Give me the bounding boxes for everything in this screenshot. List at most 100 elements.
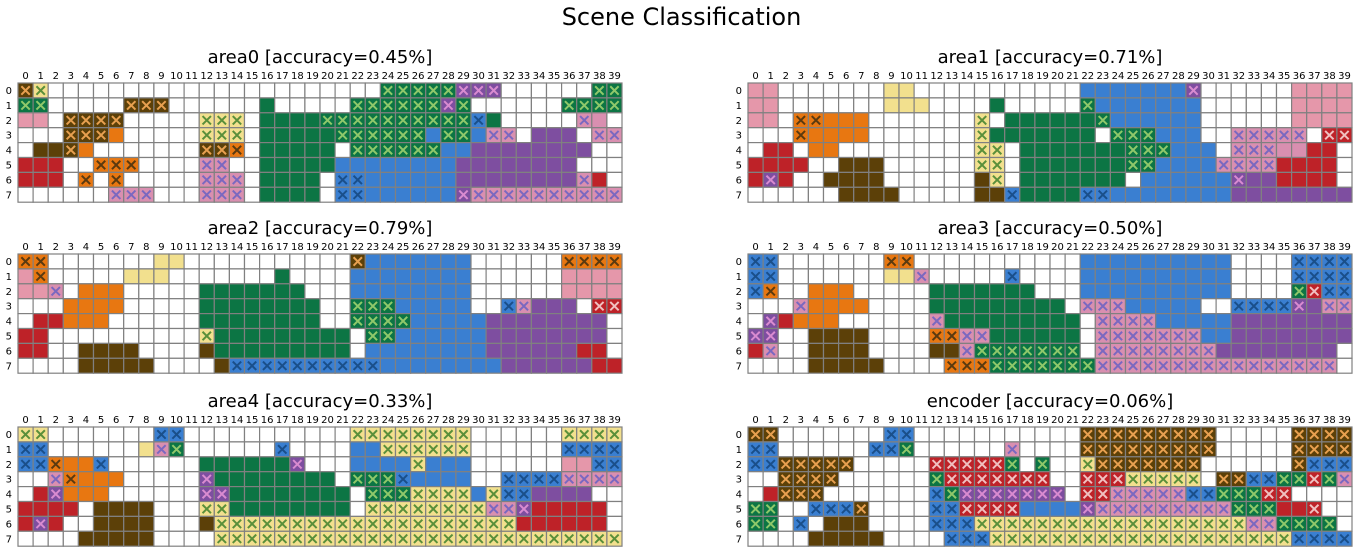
heatmap-cell (777, 342, 794, 359)
heatmap-cell (973, 268, 991, 285)
x-marker (277, 518, 288, 529)
heatmap-cell (364, 283, 381, 300)
heatmap-cell (792, 82, 809, 99)
heatmap-cell (213, 253, 231, 270)
heatmap-cell (762, 127, 779, 144)
heatmap-cell (1290, 500, 1308, 517)
heatmap-cell (1185, 156, 1202, 173)
heatmap-cell (304, 298, 321, 315)
x-marker (1339, 533, 1350, 544)
heatmap-cell (606, 500, 623, 517)
x-tick-label: 19 (1036, 242, 1049, 253)
y-tick-label: 7 (6, 190, 12, 201)
heatmap-cell (17, 298, 34, 315)
heatmap-cell (837, 268, 855, 285)
heatmap-cell (943, 186, 960, 203)
heatmap-cell (1109, 112, 1127, 129)
heatmap-cell (545, 142, 563, 159)
heatmap-cell (470, 456, 487, 473)
x-tick-label: 31 (487, 415, 500, 426)
heatmap-cell (92, 471, 110, 488)
heatmap-cell (379, 268, 397, 285)
heatmap-cell (913, 486, 930, 503)
heatmap-cell (853, 357, 870, 374)
heatmap-cell (883, 515, 900, 532)
heatmap-cell (837, 515, 855, 532)
heatmap-cell (1034, 327, 1051, 344)
heatmap-cell (1215, 186, 1232, 203)
heatmap-cell (1200, 327, 1217, 344)
x-tick-label: 22 (1081, 242, 1094, 253)
heatmap-panel: area0 [accuracy=0.45%]0 1 2 3 4 5 6 7 8 9 10 11 12 13… (6, 47, 623, 203)
heatmap-cell (883, 156, 900, 173)
heatmap-cell (123, 486, 140, 503)
x-marker (992, 459, 1003, 470)
heatmap-cell (1200, 127, 1217, 144)
heatmap-cell (123, 112, 140, 129)
heatmap-cell (883, 82, 900, 99)
x-marker (765, 518, 776, 529)
x-marker (1188, 331, 1199, 341)
heatmap-cell (762, 298, 779, 315)
heatmap-cell (606, 486, 623, 503)
x-marker (992, 518, 1003, 529)
x-marker (383, 301, 393, 312)
heatmap-cell (868, 82, 885, 99)
heatmap-cell (32, 530, 49, 547)
x-tick-label: 17 (276, 415, 289, 426)
heatmap-cell (560, 82, 578, 99)
heatmap-cell (47, 441, 64, 458)
x-tick-label: 15 (246, 242, 259, 253)
heatmap-cell (1094, 156, 1112, 173)
x-marker (1022, 360, 1033, 371)
heatmap-cell (32, 186, 49, 203)
heatmap-cell (1215, 268, 1232, 285)
x-marker (503, 130, 514, 141)
heatmap-cell (183, 156, 200, 173)
heatmap-cell (1260, 313, 1278, 330)
heatmap-cell (837, 186, 855, 203)
x-marker (609, 444, 620, 455)
x-marker (398, 444, 408, 455)
heatmap-cell (1019, 97, 1036, 114)
heatmap-cell (1275, 112, 1293, 129)
heatmap-cell (425, 298, 442, 315)
x-tick-label: 23 (1096, 242, 1109, 253)
heatmap-cell (349, 500, 366, 517)
x-marker (503, 504, 514, 514)
heatmap-cell (500, 426, 517, 443)
x-marker (1324, 518, 1335, 529)
x-tick-label: 7 (128, 71, 134, 82)
x-marker (473, 189, 484, 200)
heatmap-cell (259, 82, 276, 99)
heatmap-cell (334, 486, 351, 503)
heatmap-cell (1019, 82, 1036, 99)
heatmap-cell (1170, 253, 1187, 270)
heatmap-cell (1079, 268, 1096, 285)
x-marker (1264, 504, 1274, 514)
heatmap-cell (853, 313, 870, 330)
heatmap-cell (1034, 441, 1051, 458)
heatmap-cell (1049, 327, 1066, 344)
x-tick-label: 16 (991, 71, 1004, 82)
heatmap-cell (153, 515, 170, 532)
x-marker (1007, 444, 1018, 455)
x-marker (1203, 444, 1214, 455)
heatmap-cell (153, 327, 170, 344)
heatmap-cell (837, 82, 855, 99)
heatmap-cell (485, 156, 502, 173)
heatmap-cell (530, 357, 548, 374)
heatmap-cell (747, 342, 764, 359)
x-tick-label: 9 (888, 242, 894, 253)
heatmap-cell (606, 515, 623, 532)
heatmap-cell (334, 327, 351, 344)
x-tick-label: 38 (1323, 242, 1336, 253)
x-marker (1294, 518, 1305, 529)
heatmap-cell (500, 142, 517, 159)
heatmap-cell (928, 253, 945, 270)
heatmap-cell (259, 486, 276, 503)
heatmap-cell (123, 171, 140, 188)
heatmap-cell (304, 186, 321, 203)
heatmap-cell (259, 156, 276, 173)
heatmap-cell (1064, 82, 1081, 99)
